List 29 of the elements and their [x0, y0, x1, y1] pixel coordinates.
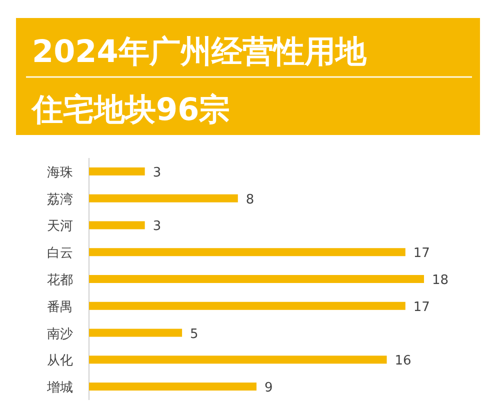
y-tick-label: 南沙 [47, 326, 73, 342]
data-label: 16 [394, 354, 412, 369]
data-label: 17 [413, 300, 430, 315]
y-tick-label: 白云 [47, 246, 73, 262]
chart-title: 2024年广州经营性用地 [32, 34, 368, 70]
bar [89, 275, 424, 283]
bar [89, 221, 145, 230]
y-tick-label: 海珠 [47, 165, 73, 180]
data-label: 8 [246, 192, 254, 208]
data-label: 3 [152, 219, 162, 234]
chart-subtitle: 住宅地块96宗 [30, 92, 230, 128]
bar [89, 302, 406, 310]
bar [89, 382, 256, 391]
bar [89, 194, 238, 202]
y-tick-label: 天河 [47, 219, 73, 234]
bar [89, 328, 182, 337]
data-label: 17 [413, 246, 430, 262]
bar [89, 356, 387, 364]
data-label: 9 [264, 380, 273, 396]
data-label: 18 [432, 273, 449, 288]
y-tick-label: 花都 [47, 273, 73, 288]
y-tick-label: 从化 [47, 354, 73, 369]
y-tick-label: 荔湾 [47, 191, 73, 208]
y-tick-label: 增城 [46, 380, 73, 396]
data-label: 3 [152, 165, 162, 180]
bar [89, 167, 145, 176]
y-tick-label: 番禺 [47, 300, 73, 315]
data-label: 5 [190, 326, 198, 342]
bar [89, 248, 406, 256]
